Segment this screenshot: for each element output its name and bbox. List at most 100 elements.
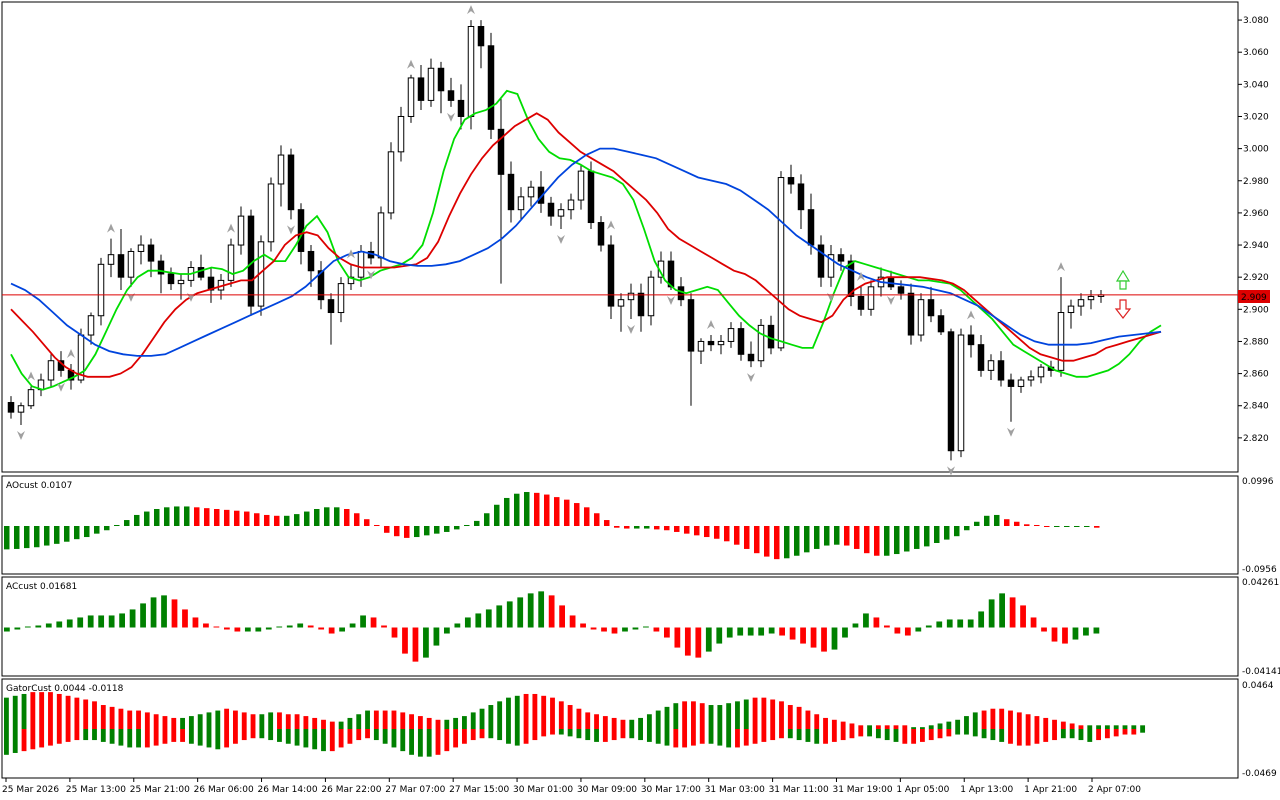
gator-upper-bar (144, 712, 150, 729)
gator-indicator-pane[interactable]: GatorCust 0.0044 -0.0118 0.0464 -0.0469 (1, 678, 1277, 779)
histogram-bar (548, 595, 555, 628)
ma-line-0 (10, 89, 1162, 391)
histogram-bar (644, 526, 650, 529)
gator-ymax-label: 0.0464 (1242, 681, 1274, 691)
histogram-bar (994, 514, 1000, 526)
gator-upper-bar (65, 695, 71, 729)
fractal-up-marker (467, 5, 475, 15)
histogram-bar (45, 623, 52, 628)
candle-bear (847, 260, 855, 297)
gator-lower-bar (1034, 729, 1040, 744)
ao-ymin-label: -0.0956 (1242, 565, 1277, 575)
histogram-bar (35, 625, 42, 628)
gator-lower-bar (541, 729, 547, 737)
gator-upper-bar (1096, 725, 1101, 729)
histogram-bar (454, 623, 461, 628)
ac-indicator-pane[interactable]: ACcust 0.01681 0.04261 -0.04141 (1, 576, 1280, 677)
histogram-bar (433, 627, 440, 646)
histogram-bar (624, 526, 630, 529)
gator-lower-bar (144, 729, 150, 748)
candle-bear (487, 45, 495, 130)
histogram-bar (914, 526, 920, 549)
gator-upper-bar (1078, 725, 1084, 729)
histogram-bar (184, 506, 190, 526)
gator-lower-bar (928, 729, 934, 741)
histogram-bar (354, 513, 360, 526)
current-price-label: 2.909 (1241, 293, 1267, 303)
histogram-bar (434, 526, 440, 534)
gator-lower-bar (462, 729, 467, 744)
histogram-bar (544, 494, 550, 526)
ao-indicator-pane[interactable]: AOcust 0.0107 0.0996 -0.0956 (1, 475, 1277, 575)
price-axis: 2.820 2.840 2.860 2.880 2.900 2.920 2.940 2.960… (1238, 16, 1269, 444)
candle-bull (337, 283, 345, 314)
histogram-bar (485, 609, 492, 628)
histogram-bar (684, 526, 690, 534)
gator-upper-bar (717, 705, 723, 729)
gator-upper-bar (558, 701, 564, 729)
candle-bear (197, 267, 205, 278)
candle-bear (997, 360, 1005, 381)
time-tick-label: 27 Mar 07:00 (385, 785, 445, 795)
histogram-bar (14, 627, 21, 630)
price-tick-label: 2.880 (1243, 337, 1269, 347)
candle-bear (447, 90, 455, 101)
price-pane-border (1, 1, 1239, 473)
gator-lower-bar (849, 729, 855, 739)
histogram-bar (794, 526, 800, 556)
histogram-bar (77, 617, 84, 628)
gator-upper-bar (365, 710, 370, 729)
gator-lower-bar (479, 729, 485, 739)
histogram-bar (64, 526, 70, 542)
gator-upper-bar (277, 712, 282, 729)
gator-upper-bar (1016, 712, 1022, 729)
time-tick-label: 1 Apr 13:00 (960, 785, 1013, 795)
gator-lower-bar (875, 729, 881, 739)
gator-lower-bar (435, 729, 441, 755)
candle-bear (677, 286, 685, 301)
gator-upper-bar (550, 697, 555, 729)
histogram-bar (334, 507, 340, 526)
time-tick-label: 1 Apr 05:00 (896, 785, 949, 795)
histogram-bar (314, 509, 320, 526)
histogram-bar (884, 625, 890, 628)
gator-ymin-label: -0.0469 (1242, 769, 1277, 779)
histogram-bar (789, 627, 796, 640)
gator-upper-bar (937, 723, 943, 729)
gator-lower-bar (12, 729, 18, 753)
time-tick-label: 26 Mar 22:00 (321, 785, 381, 795)
gator-lower-bar (1113, 729, 1119, 737)
candle-bear (937, 315, 945, 333)
gator-lower-bar (4, 729, 9, 755)
buy-arrow-icon[interactable] (1115, 269, 1131, 290)
histogram-bar (464, 617, 471, 628)
histogram-bar (978, 611, 985, 628)
histogram-bar (584, 507, 590, 526)
gator-upper-bar (682, 701, 688, 729)
candle-bear (807, 209, 815, 246)
gator-upper-bar (594, 714, 599, 729)
histogram-bar (255, 627, 262, 632)
candle-bull (717, 340, 725, 346)
histogram-bar (1020, 605, 1026, 628)
histogram-bar (381, 625, 387, 628)
gator-upper-bar (268, 712, 274, 729)
gator-lower-bar (39, 729, 45, 748)
candle-bull (97, 263, 105, 317)
gator-upper-bar (12, 695, 18, 729)
ac-ymax-label: 0.04261 (1242, 578, 1279, 588)
price-pane[interactable]: 2.820 2.840 2.860 2.880 2.900 2.920 2.940 2.960… (1, 1, 1270, 476)
gator-upper-bar (875, 725, 881, 729)
histogram-bar (904, 627, 911, 636)
gator-upper-bar (1034, 716, 1040, 729)
gator-lower-bar (972, 729, 978, 737)
histogram-bar (1074, 526, 1080, 527)
gator-lower-bar (550, 729, 555, 735)
histogram-bar (234, 627, 241, 632)
gator-upper-bar (285, 714, 291, 729)
histogram-bar (957, 619, 964, 628)
fractal-down-marker (667, 296, 675, 306)
sell-arrow-icon[interactable] (1114, 299, 1132, 319)
histogram-bar (653, 627, 660, 632)
